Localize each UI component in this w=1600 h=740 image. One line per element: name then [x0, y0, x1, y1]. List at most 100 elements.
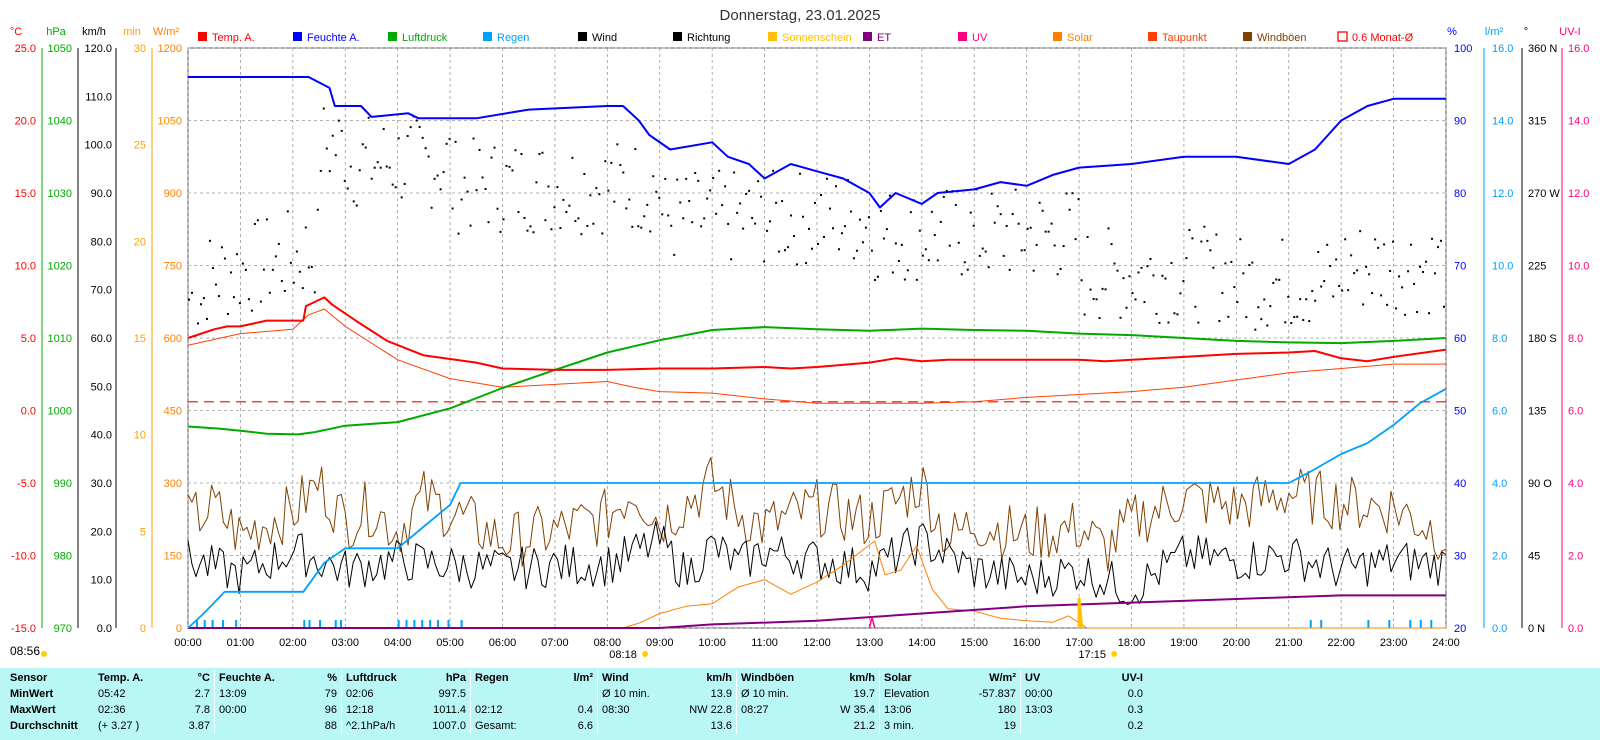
wind-direction-point [1305, 298, 1308, 301]
legend-swatch [578, 32, 587, 41]
tick-label-dir: 135 [1528, 406, 1546, 418]
wind-direction-point [562, 198, 565, 201]
stats-cell: 1007.0 [432, 720, 466, 732]
tick-label-uv: 0.0 [1568, 623, 1583, 635]
tick-label-wind: 20.0 [91, 526, 112, 538]
x-tick-label: 10:00 [698, 637, 726, 649]
wind-direction-point [445, 142, 448, 145]
wind-direction-point [1074, 238, 1077, 241]
wind-direction-point [367, 116, 370, 119]
wind-direction-point [403, 182, 406, 185]
wind-direction-point [921, 254, 924, 257]
rain-event-bar [211, 620, 214, 628]
wind-direction-point [496, 207, 499, 210]
stats-cell: MinWert [10, 688, 54, 700]
tick-label-sun: 30 [134, 43, 146, 55]
wind-direction-point [1206, 239, 1209, 242]
tick-label-wind: 30.0 [91, 478, 112, 490]
wind-direction-point [784, 249, 787, 252]
tick-label-solar: 900 [164, 188, 182, 200]
wind-direction-point [1149, 257, 1152, 260]
tick-label-temp: 5.0 [21, 333, 36, 345]
wind-direction-point [1236, 301, 1239, 304]
tick-label-temp: 15.0 [15, 188, 36, 200]
tick-label-wind: 40.0 [91, 430, 112, 442]
wind-direction-point [918, 229, 921, 232]
tick-label-hum: 80 [1454, 188, 1466, 200]
tick-label-press: 1050 [48, 43, 72, 55]
wind-direction-point [1212, 266, 1215, 269]
wind-direction-point [942, 195, 945, 198]
wind-direction-point [292, 281, 295, 284]
tick-label-rain: 14.0 [1492, 116, 1513, 128]
wind-direction-point [1188, 229, 1191, 232]
wind-direction-point [199, 303, 202, 306]
wind-direction-point [697, 179, 700, 182]
wind-direction-point [250, 309, 253, 312]
stats-cell: 13.6 [710, 720, 732, 732]
tick-label-hum: 30 [1454, 551, 1466, 563]
stats-cell: Feuchte A. [214, 670, 293, 686]
tick-label-wind: 10.0 [91, 575, 112, 587]
wind-direction-point [316, 208, 319, 211]
wind-direction-point [544, 219, 547, 222]
wind-direction-point [984, 250, 987, 253]
rain-event-bar [203, 620, 206, 628]
stats-cell: 1011.4 [433, 704, 466, 716]
wind-direction-point [241, 262, 244, 265]
legend-label: Sonnenschein [782, 32, 852, 44]
rain-event-bar [1309, 620, 1312, 628]
wind-direction-point [457, 232, 460, 235]
wind-direction-point [802, 215, 805, 218]
wind-direction-point [373, 166, 376, 169]
wind-direction-point [313, 291, 316, 294]
wind-direction-point [805, 262, 808, 265]
wind-direction-point [565, 211, 568, 214]
wind-direction-point [394, 186, 397, 189]
wind-direction-point [682, 217, 685, 220]
wind-direction-point [948, 244, 951, 247]
stats-cell: °C [197, 672, 210, 684]
tick-label-uv: 12.0 [1568, 188, 1589, 200]
wind-direction-point [550, 228, 553, 231]
legend-label: Solar [1067, 32, 1093, 44]
legend-swatch [863, 32, 872, 41]
stats-cell: W/m² [989, 672, 1016, 684]
stats-cell: 13:09 [214, 686, 293, 702]
left-axes: 25.020.015.010.05.00.0-5.0-10.0-15.01050… [10, 26, 182, 635]
wind-direction-point [1365, 265, 1368, 268]
rain-event-bar [405, 620, 408, 628]
legend-label: Wind [592, 32, 617, 44]
wind-direction-point [1317, 250, 1320, 253]
wind-direction-point [352, 200, 355, 203]
wind-direction-point [727, 222, 730, 225]
stats-cell: 0.4 [577, 704, 593, 716]
legend-swatch [388, 32, 397, 41]
x-tick-label: 19:00 [1170, 637, 1198, 649]
wind-direction-point [310, 265, 313, 268]
wind-direction-point [1062, 245, 1065, 248]
wind-direction-point [1371, 292, 1374, 295]
wind-direction-point [858, 218, 861, 221]
x-tick-label: 18:00 [1118, 637, 1146, 649]
legend: Temp. A. Feuchte A. Luftdruck Regen Wind Rich… [198, 31, 1414, 44]
wind-direction-point [721, 204, 724, 207]
tick-label-wind: 110.0 [85, 91, 112, 103]
chart-title: Donnerstag, 23.01.2025 [720, 7, 881, 24]
stats-row: MaxWert 02:36 7.8 00:00 96 12:18 1011.4 02:12 0.… [6, 702, 1147, 718]
stats-cell: 7.8 [194, 704, 210, 716]
wind-direction-point [763, 260, 766, 263]
tick-label-wind: 70.0 [91, 285, 112, 297]
x-tick-label: 22:00 [1327, 637, 1355, 649]
tick-label-uv: 10.0 [1568, 261, 1589, 273]
x-tick-label: 13:00 [856, 637, 884, 649]
wind-direction-point [664, 177, 667, 180]
wind-direction-point [634, 148, 637, 151]
wind-direction-point [1350, 254, 1353, 257]
wind-direction-point [1230, 260, 1233, 263]
wind-direction-point [340, 129, 343, 132]
wind-direction-point [897, 260, 900, 263]
wind-direction-point [475, 189, 478, 192]
wind-direction-point [781, 200, 784, 203]
wind-direction-point [190, 291, 193, 294]
